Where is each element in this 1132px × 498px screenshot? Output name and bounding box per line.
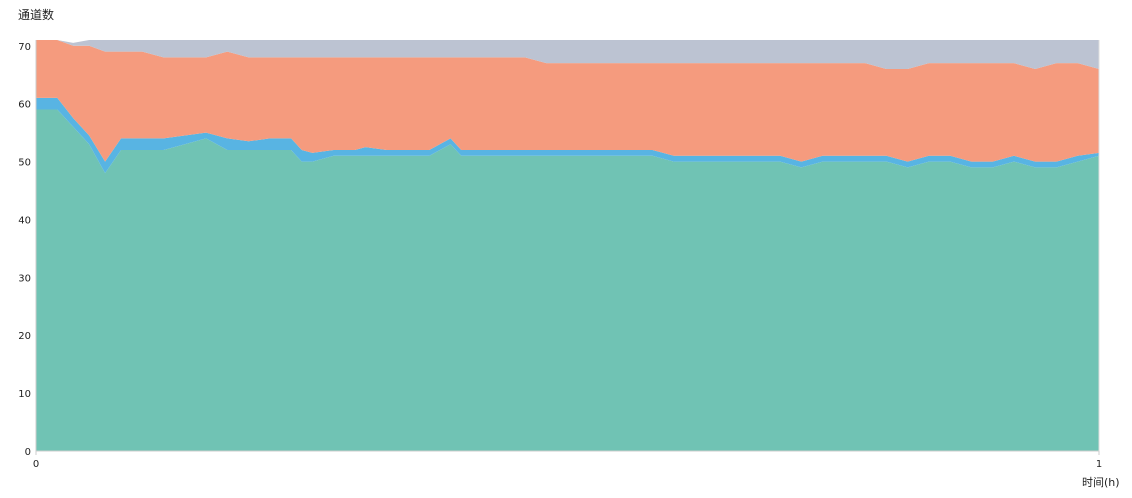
- y-tick-label: 30: [18, 273, 31, 284]
- area-series-1: [36, 109, 1099, 452]
- x-tick-label: 1: [1096, 459, 1102, 470]
- y-tick-label: 60: [18, 100, 31, 111]
- x-tick-label: 0: [33, 459, 39, 470]
- area-series-3: [36, 40, 1099, 162]
- area-series-2: [36, 97, 1099, 174]
- y-tick-label: 20: [18, 331, 31, 342]
- x-axis-label: 时间(h): [1082, 476, 1120, 489]
- y-tick-label: 40: [18, 215, 31, 226]
- y-tick-label: 10: [18, 389, 31, 400]
- y-tick-label: 70: [18, 42, 31, 53]
- y-tick-label: 50: [18, 158, 31, 169]
- y-axis-label: 通道数: [18, 8, 55, 22]
- y-tick-label: 0: [25, 447, 31, 458]
- area-series-4: [36, 40, 1099, 69]
